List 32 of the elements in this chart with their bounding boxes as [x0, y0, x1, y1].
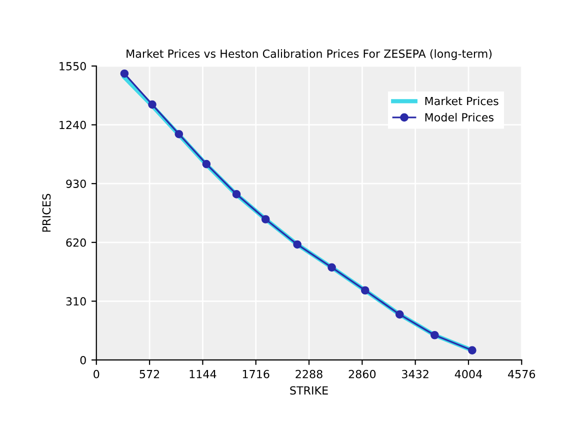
chart-title: Market Prices vs Heston Calibration Prices For ZESEPA (long-term): [126, 49, 492, 60]
x-tick-label: 2288: [296, 370, 322, 378]
x-tick-label: 1716: [242, 370, 270, 378]
point: [395, 310, 404, 319]
point: [120, 69, 129, 78]
x-tick-label: 1144: [190, 370, 216, 378]
point: [360, 286, 370, 295]
x-tick-label: 4004: [454, 370, 482, 378]
point: [430, 330, 439, 340]
point: [148, 100, 156, 109]
x-tick-label: 572: [140, 370, 160, 378]
point: [261, 215, 270, 224]
legend-label: Model Prices: [425, 112, 494, 122]
point: [202, 160, 211, 168]
point: [328, 263, 336, 272]
point: [293, 240, 302, 249]
point: [174, 130, 184, 138]
y-tick-label: 1550: [60, 62, 86, 70]
legend-label: Market Prices: [425, 96, 498, 106]
x-tick-label: 4576: [508, 370, 536, 378]
x-axis-title: STRIKE: [290, 386, 328, 395]
y-tick-label: 0: [80, 356, 86, 364]
y-axis-title: PRICES: [42, 194, 51, 232]
x-tick-label: 0: [94, 370, 100, 378]
point: [232, 190, 241, 198]
point: [468, 346, 476, 354]
x-tick-label: 3432: [402, 370, 428, 378]
y-tick-label: 620: [66, 238, 86, 247]
y-tick-label: 310: [66, 297, 86, 306]
x-tick-label: 2860: [348, 370, 376, 378]
y-tick-label: 930: [66, 180, 86, 188]
y-tick-label: 1240: [60, 120, 86, 130]
